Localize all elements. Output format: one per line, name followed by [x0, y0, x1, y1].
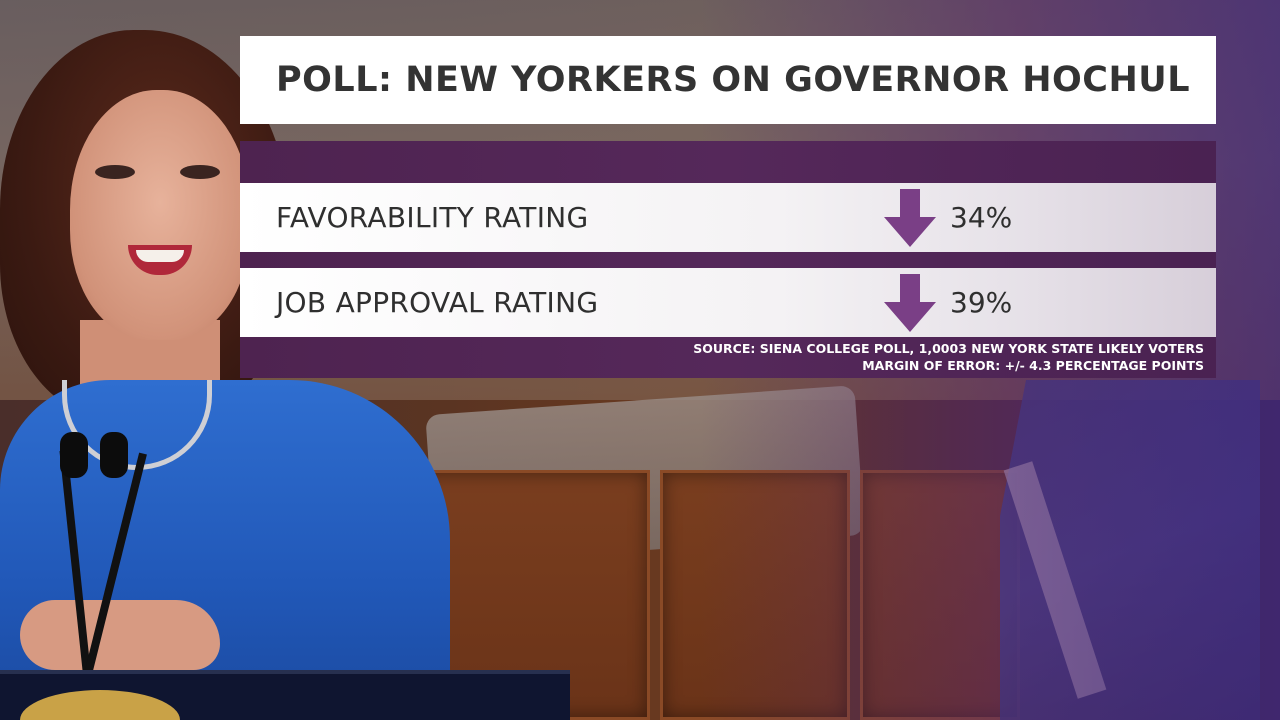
- graphic-title: POLL: NEW YORKERS ON GOVERNOR HOCHUL: [276, 60, 1191, 100]
- speaker-teeth: [136, 250, 184, 262]
- rating-value: 39%: [950, 286, 1013, 319]
- title-bar: POLL: NEW YORKERS ON GOVERNOR HOCHUL: [240, 36, 1216, 124]
- arrow-down-icon: [884, 274, 936, 332]
- speaker-hand: [20, 600, 220, 670]
- margin-of-error-line: MARGIN OF ERROR: +/- 4.3 PERCENTAGE POIN…: [862, 358, 1204, 373]
- rating-row-job-approval: JOB APPROVAL RATING 39%: [240, 268, 1216, 337]
- rating-label: JOB APPROVAL RATING: [276, 286, 599, 319]
- source-note: SOURCE: SIENA COLLEGE POLL, 1,0003 NEW Y…: [693, 340, 1204, 374]
- microphone-icon: [60, 432, 88, 478]
- speaker-eye: [180, 165, 220, 179]
- ratings-panel: [240, 141, 1216, 378]
- microphone-icon: [100, 432, 128, 478]
- source-line: SOURCE: SIENA COLLEGE POLL, 1,0003 NEW Y…: [693, 341, 1204, 356]
- rating-row-favorability: FAVORABILITY RATING 34%: [240, 183, 1216, 252]
- rating-value: 34%: [950, 201, 1013, 234]
- arrow-down-icon: [884, 189, 936, 247]
- rating-label: FAVORABILITY RATING: [276, 201, 589, 234]
- speaker-face: [70, 90, 250, 340]
- speaker-eye: [95, 165, 135, 179]
- speaker-photo: [0, 0, 470, 720]
